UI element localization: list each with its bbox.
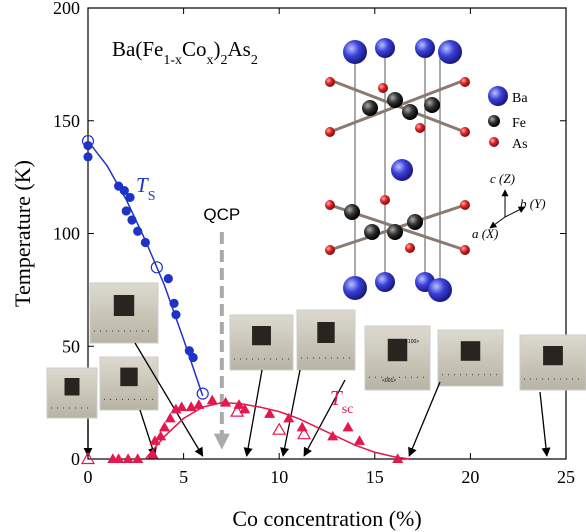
formula-part: x xyxy=(207,53,214,68)
data-point xyxy=(132,453,144,463)
sample-arrow xyxy=(408,381,441,457)
crystal xyxy=(252,326,271,346)
y-tick-label: 100 xyxy=(53,224,80,244)
crystal xyxy=(317,322,335,343)
inset-axis-label: b (Y) xyxy=(520,196,546,211)
data-point xyxy=(392,453,404,463)
formula: Ba(Fe1-xCox)2As2 xyxy=(112,37,258,68)
sample-photo xyxy=(519,334,586,391)
data-point xyxy=(155,430,167,441)
data-point xyxy=(81,134,95,148)
sample-arrow xyxy=(303,379,346,457)
inset-legend-label: Fe xyxy=(512,116,526,131)
data-point xyxy=(342,421,354,432)
formula-part: 1-x xyxy=(163,53,182,68)
sample-photo xyxy=(296,309,356,371)
crystal xyxy=(113,295,135,316)
crystal-inset xyxy=(325,38,526,302)
sample-photo xyxy=(364,325,431,391)
sample-arrow xyxy=(243,369,263,457)
data-point xyxy=(150,261,163,274)
formula-part: ) xyxy=(214,37,221,61)
formula-part: 2 xyxy=(251,53,258,68)
data-point xyxy=(122,453,134,463)
x-tick-label: 25 xyxy=(557,467,575,487)
data-point xyxy=(206,394,218,405)
crystal xyxy=(64,378,80,396)
crystal xyxy=(460,341,481,361)
x-tick-label: 15 xyxy=(366,467,384,487)
y-axis-label: Temperature (K) xyxy=(10,160,35,307)
photo-label: <100> xyxy=(405,339,419,345)
x-tick-label: 0 xyxy=(84,467,93,487)
data-point xyxy=(230,404,245,417)
tsc_label-sub: sc xyxy=(342,402,354,417)
sample-photo xyxy=(99,356,159,411)
data-point xyxy=(163,274,173,284)
data-point xyxy=(264,408,276,418)
data-point xyxy=(80,451,96,465)
sample-arrow xyxy=(539,391,551,457)
data-point xyxy=(83,152,93,162)
data-point xyxy=(113,453,125,463)
formula-part: 2 xyxy=(221,53,228,68)
fit-line xyxy=(87,140,204,397)
formula-part: Co xyxy=(182,37,207,61)
crystal xyxy=(120,367,138,387)
ts_label: TS xyxy=(136,173,155,204)
x-tick-label: 5 xyxy=(179,467,188,487)
y-tick-label: 50 xyxy=(62,336,80,356)
tsc_label-main: T xyxy=(330,386,343,410)
data-point xyxy=(147,448,159,459)
sample-photo xyxy=(229,314,294,371)
crystal xyxy=(543,346,563,366)
sample-photo xyxy=(437,329,504,387)
inset-legend-label: Ba xyxy=(512,91,528,106)
data-point xyxy=(283,412,295,423)
x-tick-label: 10 xyxy=(270,467,288,487)
sample-arrow xyxy=(134,342,204,457)
data-point xyxy=(185,401,197,412)
data-point xyxy=(121,206,131,216)
y-tick-label: 200 xyxy=(53,0,80,18)
sample-arrow xyxy=(139,409,157,457)
y-tick-label: 150 xyxy=(53,111,80,131)
y-tick-label: 0 xyxy=(71,449,80,469)
data-point xyxy=(176,401,188,412)
data-point xyxy=(239,403,251,414)
ts_label-sub: S xyxy=(148,189,156,204)
x-tick-label: 20 xyxy=(461,467,479,487)
ts_label-main: T xyxy=(136,173,149,197)
photo-label: <001> xyxy=(382,378,396,384)
data-point xyxy=(125,192,135,203)
data-point xyxy=(193,399,205,409)
data-point xyxy=(272,422,287,435)
formula-part: Ba(Fe xyxy=(112,37,163,61)
crystal xyxy=(387,338,408,362)
inset-axis-label: a (X) xyxy=(472,226,498,241)
data-point xyxy=(297,426,312,440)
sample-photo xyxy=(89,282,159,344)
x-axis-label: Co concentration (%) xyxy=(232,506,421,531)
sample-arrow xyxy=(280,369,301,457)
inset-legend-label: As xyxy=(512,137,528,152)
fit-line xyxy=(144,401,410,460)
data-point xyxy=(164,412,176,423)
formula-part: As xyxy=(228,37,251,61)
sample-photo xyxy=(46,367,98,419)
data-point xyxy=(158,421,171,432)
tsc_label: Tsc xyxy=(330,386,353,417)
inset-axis-label: c (Z) xyxy=(490,171,515,186)
qcp-label: QCP xyxy=(203,205,240,224)
data-point xyxy=(196,387,209,400)
data-point xyxy=(353,435,366,445)
